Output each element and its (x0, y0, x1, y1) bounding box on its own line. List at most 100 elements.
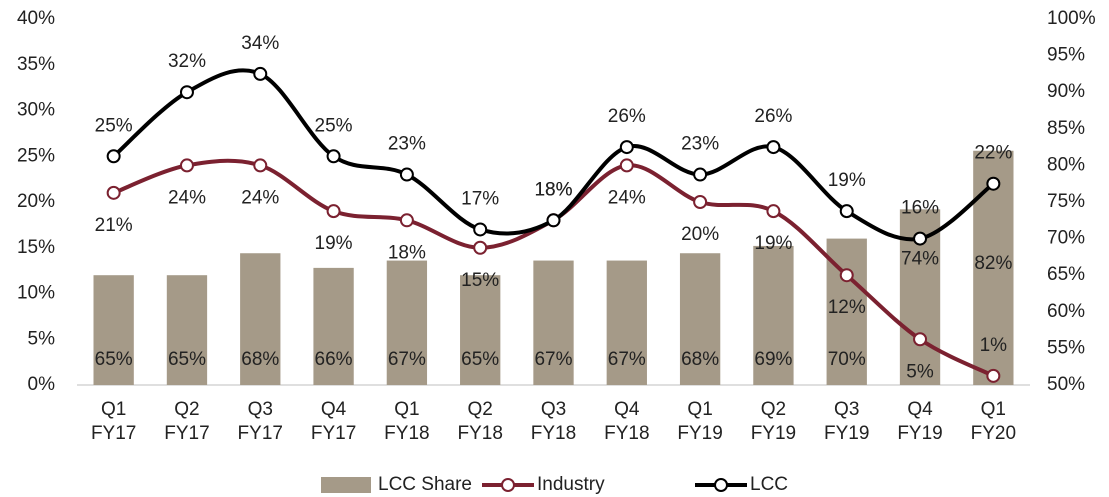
x-tick-label-line: FY17 (164, 423, 209, 444)
marker (399, 213, 414, 228)
value-label: 68% (241, 349, 279, 370)
legend-label: Industry (537, 474, 605, 495)
x-tick-label-line: FY19 (824, 423, 869, 444)
value-label: 25% (315, 115, 353, 136)
value-label: 21% (95, 215, 133, 236)
value-label: 12% (828, 297, 866, 318)
x-tick-label-line: FY19 (751, 423, 796, 444)
value-label: 1% (980, 335, 1008, 356)
x-tick-label: Q3 FY19 (824, 399, 869, 444)
x-tick-label: Q3 FY18 (531, 399, 576, 444)
value-label: 67% (388, 349, 426, 370)
x-tick-label-line: FY17 (311, 423, 356, 444)
marker (913, 332, 928, 347)
x-tick-label: Q1 FY17 (91, 399, 136, 444)
x-tick-label: Q1 FY20 (971, 399, 1016, 444)
bar (533, 260, 574, 385)
value-label: 70% (828, 349, 866, 370)
x-tick-label-line: Q1 (981, 399, 1006, 420)
legend-swatch (321, 477, 371, 493)
y-tick-label: 5% (28, 328, 56, 349)
marker (839, 204, 854, 219)
bar (386, 260, 428, 385)
x-tick-label: Q2 FY19 (751, 399, 796, 444)
marker (913, 231, 928, 246)
legend-label: LCC Share (378, 474, 472, 495)
y-tick-label: 10% (17, 283, 55, 304)
y-tick-label: 15% (17, 237, 55, 258)
value-label: 24% (241, 187, 279, 208)
legend-marker (501, 478, 515, 492)
x-tick-label: Q4 FY17 (311, 399, 356, 444)
value-label: 24% (168, 187, 206, 208)
x-tick-label-line: Q3 (834, 399, 859, 420)
x-tick-label-line: Q2 (468, 399, 493, 420)
value-label: 19% (315, 233, 353, 254)
value-label: 66% (315, 349, 353, 370)
value-label: 65% (168, 349, 206, 370)
marker (839, 268, 854, 283)
x-tick-label-line: Q4 (907, 399, 933, 420)
value-label: 5% (906, 361, 934, 382)
marker (179, 158, 194, 173)
x-tick-label-line: Q4 (321, 399, 347, 420)
value-label: 22% (974, 143, 1012, 164)
x-tick-label-line: FY17 (238, 423, 283, 444)
x-tick-label-line: Q1 (101, 399, 126, 420)
value-label: 16% (901, 198, 939, 219)
marker (619, 158, 634, 173)
x-tick-label-line: FY17 (91, 423, 136, 444)
y2-tick-label: 100% (1047, 8, 1096, 29)
value-label: 18% (534, 179, 572, 200)
y-tick-label: 0% (28, 374, 56, 395)
y2-tick-label: 55% (1047, 337, 1085, 358)
bar (606, 260, 647, 385)
value-label: 19% (828, 170, 866, 191)
bar (93, 275, 134, 385)
marker (986, 368, 1001, 383)
y-tick-label: 40% (17, 8, 55, 29)
value-label: 34% (241, 33, 279, 54)
marker (326, 149, 341, 164)
value-label: 67% (608, 349, 646, 370)
marker (986, 176, 1001, 191)
x-tick-label-line: Q4 (614, 399, 640, 420)
marker (106, 149, 121, 164)
y2-tick-label: 85% (1047, 118, 1085, 139)
value-label: 32% (168, 51, 206, 72)
bar (460, 275, 501, 385)
marker (766, 204, 781, 219)
y2-tick-label: 60% (1047, 301, 1085, 322)
x-tick-label-line: FY20 (971, 423, 1016, 444)
value-label: 23% (681, 134, 719, 155)
marker (106, 185, 121, 200)
x-tick-label-line: Q2 (174, 399, 199, 420)
value-label: 68% (681, 349, 719, 370)
marker (619, 140, 634, 155)
marker (399, 167, 414, 182)
y-tick-label: 25% (17, 145, 55, 166)
marker (473, 240, 488, 255)
bar (679, 253, 721, 385)
x-tick-label-line: Q1 (687, 399, 712, 420)
value-label: 26% (754, 106, 792, 127)
y2-tick-label: 75% (1047, 191, 1085, 212)
x-tick-label-line: Q2 (761, 399, 786, 420)
x-tick-label-line: Q3 (248, 399, 273, 420)
x-tick-label: Q1 FY19 (677, 399, 722, 444)
y-tick-label: 30% (17, 100, 55, 121)
value-label: 69% (754, 349, 792, 370)
value-label: 18% (534, 179, 572, 200)
y-tick-label: 35% (17, 54, 55, 75)
value-label: 15% (461, 270, 499, 291)
marker (693, 195, 708, 209)
x-tick-label: Q4 FY18 (604, 399, 649, 444)
value-label: 67% (534, 349, 572, 370)
value-label: 18% (388, 242, 426, 263)
x-tick-label-line: FY18 (604, 423, 649, 444)
x-tick-label-line: FY19 (897, 423, 942, 444)
y2-tick-label: 95% (1047, 45, 1085, 66)
y2-tick-label: 70% (1047, 228, 1085, 249)
value-label: 26% (608, 106, 646, 127)
